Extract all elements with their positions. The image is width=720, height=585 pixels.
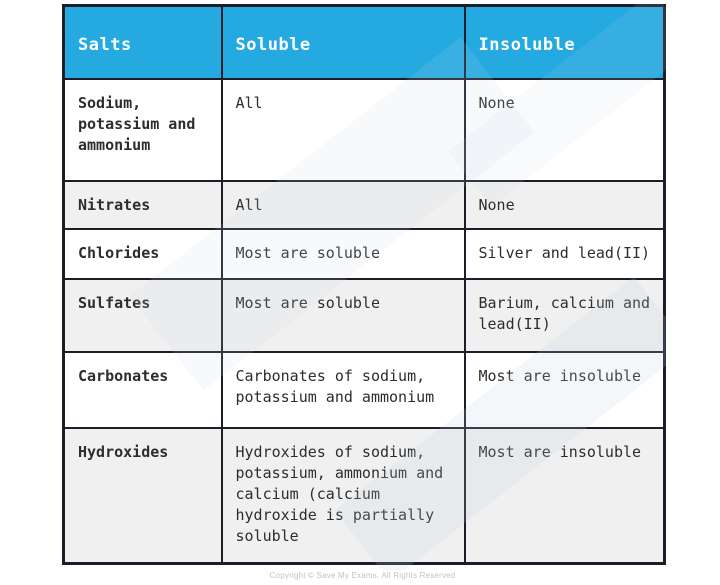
cell-soluble: All	[220, 77, 466, 182]
table-row: Sodium, potassium and ammonium All None	[62, 77, 666, 182]
cell-soluble: Hydroxides of sodium, potassium, ammoniu…	[220, 426, 466, 565]
cell-salt: Sulfates	[62, 277, 223, 353]
copyright-notice: Copyright © Save My Exams. All Rights Re…	[269, 571, 456, 580]
cell-insoluble: Silver and lead(II)	[463, 227, 666, 280]
cell-soluble: All	[220, 179, 466, 230]
header-cell-salts: Salts	[62, 4, 223, 80]
cell-salt: Carbonates	[62, 350, 223, 429]
cell-salt: Sodium, potassium and ammonium	[62, 77, 223, 182]
table-row: Nitrates All None	[62, 179, 666, 230]
cell-soluble: Most are soluble	[220, 227, 466, 280]
solubility-table-container: Salts Soluble Insoluble Sodium, potassiu…	[62, 4, 666, 580]
header-cell-soluble: Soluble	[220, 4, 466, 80]
cell-insoluble: Most are insoluble	[463, 426, 666, 565]
solubility-table: Salts Soluble Insoluble Sodium, potassiu…	[62, 4, 666, 565]
table-row: Sulfates Most are soluble Barium, calciu…	[62, 277, 666, 353]
cell-insoluble: Most are insoluble	[463, 350, 666, 429]
table-row: Hydroxides Hydroxides of sodium, potassi…	[62, 426, 666, 565]
cell-salt: Chlorides	[62, 227, 223, 280]
cell-insoluble: None	[463, 179, 666, 230]
cell-salt: Hydroxides	[62, 426, 223, 565]
cell-insoluble: None	[463, 77, 666, 182]
table-row: Carbonates Carbonates of sodium, potassi…	[62, 350, 666, 429]
table-header-row: Salts Soluble Insoluble	[62, 4, 666, 80]
table-row: Chlorides Most are soluble Silver and le…	[62, 227, 666, 280]
cell-insoluble: Barium, calcium and lead(II)	[463, 277, 666, 353]
cell-soluble: Carbonates of sodium, potassium and ammo…	[220, 350, 466, 429]
cell-salt: Nitrates	[62, 179, 223, 230]
cell-soluble: Most are soluble	[220, 277, 466, 353]
header-cell-insoluble: Insoluble	[463, 4, 666, 80]
